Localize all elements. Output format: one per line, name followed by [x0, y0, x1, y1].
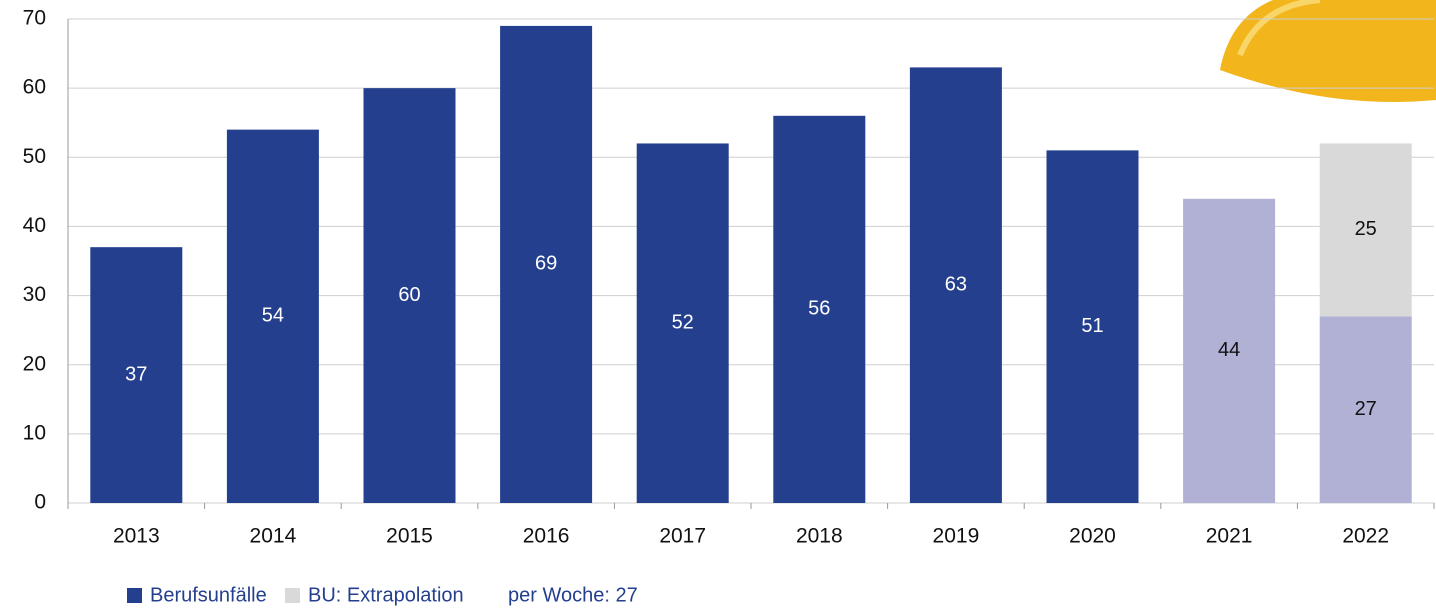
value-label: 51: [1081, 315, 1103, 337]
legend-swatch: [285, 588, 300, 603]
bar: [773, 115, 866, 504]
x-tick-label: 2017: [659, 525, 706, 548]
y-tick-label: 30: [23, 283, 46, 306]
value-label: 25: [1355, 218, 1377, 240]
y-tick-label: 60: [23, 76, 46, 99]
y-tick-label: 50: [23, 145, 46, 168]
bar: [909, 67, 1002, 504]
bar: [90, 247, 183, 503]
x-tick-label: 2019: [933, 525, 980, 548]
value-label: 37: [125, 363, 147, 385]
bar: [1319, 143, 1412, 317]
legend-label: Berufsunfälle: [150, 584, 267, 606]
bar: [226, 129, 319, 503]
value-label: 27: [1355, 398, 1377, 420]
value-label: 44: [1218, 339, 1240, 361]
bar: [500, 25, 593, 504]
x-tick-label: 2015: [386, 525, 433, 548]
x-tick-label: 2014: [250, 525, 297, 548]
x-tick-label: 2020: [1069, 525, 1116, 548]
value-label: 54: [262, 305, 284, 327]
x-tick-label: 2018: [796, 525, 843, 548]
x-tick-label: 2013: [113, 525, 160, 548]
bar: [1183, 198, 1276, 503]
helmet-decoration: [1220, 0, 1436, 103]
value-label: 69: [535, 253, 557, 275]
y-tick-label: 10: [23, 421, 46, 444]
value-label: 52: [672, 312, 694, 334]
value-label: 56: [808, 298, 830, 320]
legend-label: BU: Extrapolation: [308, 584, 464, 606]
bar: [1046, 150, 1139, 503]
x-tick-label: 2021: [1206, 525, 1253, 548]
x-tick-label: 2022: [1342, 525, 1389, 548]
value-label: 63: [945, 273, 967, 295]
annotation: per Woche: 27: [508, 584, 638, 606]
bar: [636, 143, 729, 503]
legend-swatch: [127, 588, 142, 603]
bar: [1319, 316, 1412, 503]
y-tick-label: 70: [23, 7, 46, 30]
x-tick-label: 2016: [523, 525, 570, 548]
bar: [363, 88, 456, 504]
y-tick-label: 20: [23, 352, 46, 375]
y-tick-label: 40: [23, 214, 46, 237]
y-tick-label: 0: [34, 491, 46, 514]
value-label: 60: [398, 284, 420, 306]
